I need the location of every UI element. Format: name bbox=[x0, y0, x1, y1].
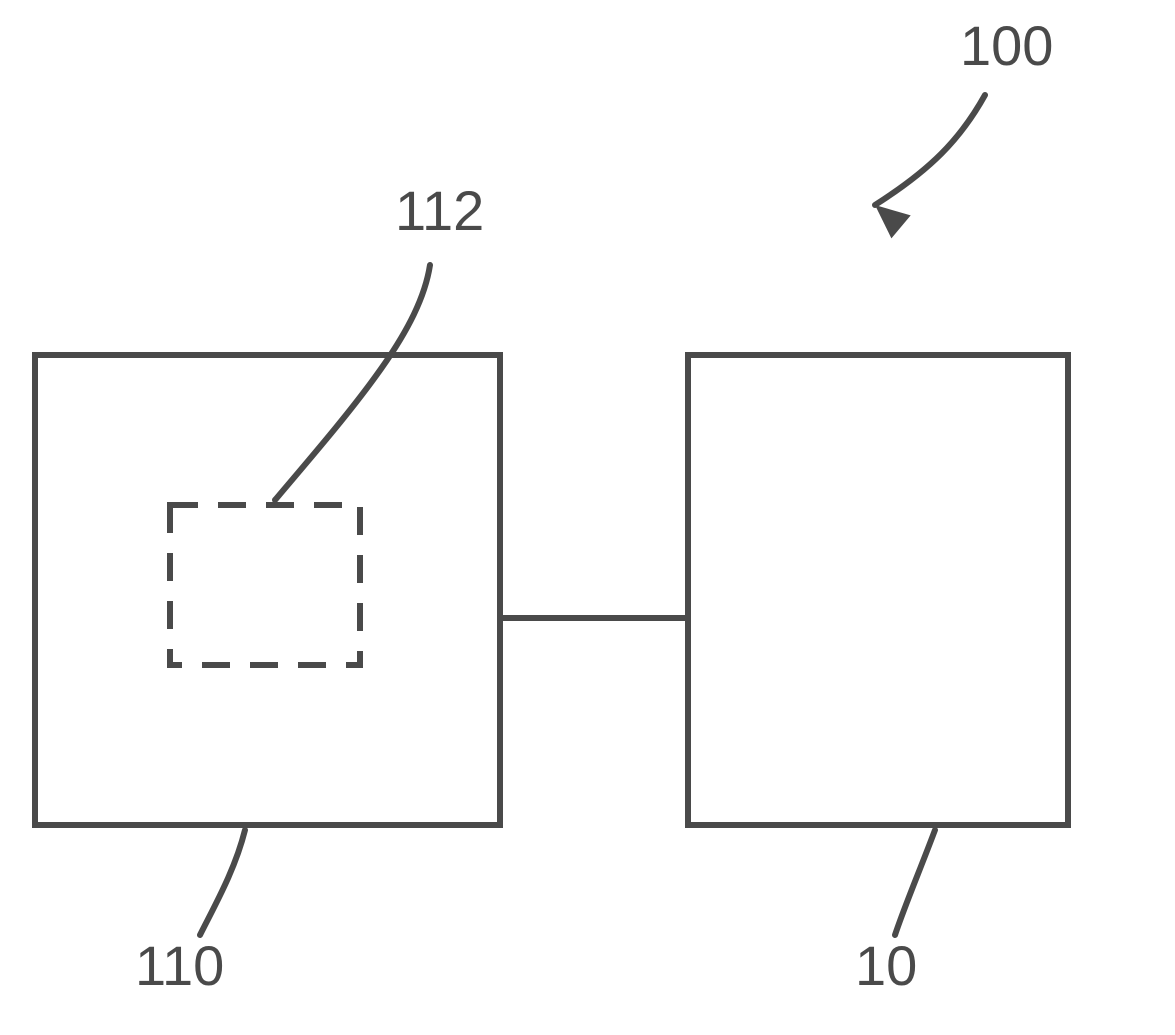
diagram-shapes bbox=[35, 355, 1068, 825]
label-110: 110 bbox=[135, 934, 224, 997]
box-right bbox=[688, 355, 1068, 825]
leader-100 bbox=[875, 95, 985, 205]
leader-112 bbox=[275, 265, 430, 500]
callouts bbox=[200, 95, 985, 935]
inner-dashed-box bbox=[170, 505, 360, 665]
label-112: 112 bbox=[395, 179, 484, 242]
label-100: 100 bbox=[960, 14, 1053, 77]
label-10: 10 bbox=[855, 934, 917, 997]
leader-10 bbox=[895, 830, 935, 935]
box-left bbox=[35, 355, 500, 825]
leader-110 bbox=[200, 830, 245, 935]
arrowhead-100 bbox=[875, 205, 911, 238]
